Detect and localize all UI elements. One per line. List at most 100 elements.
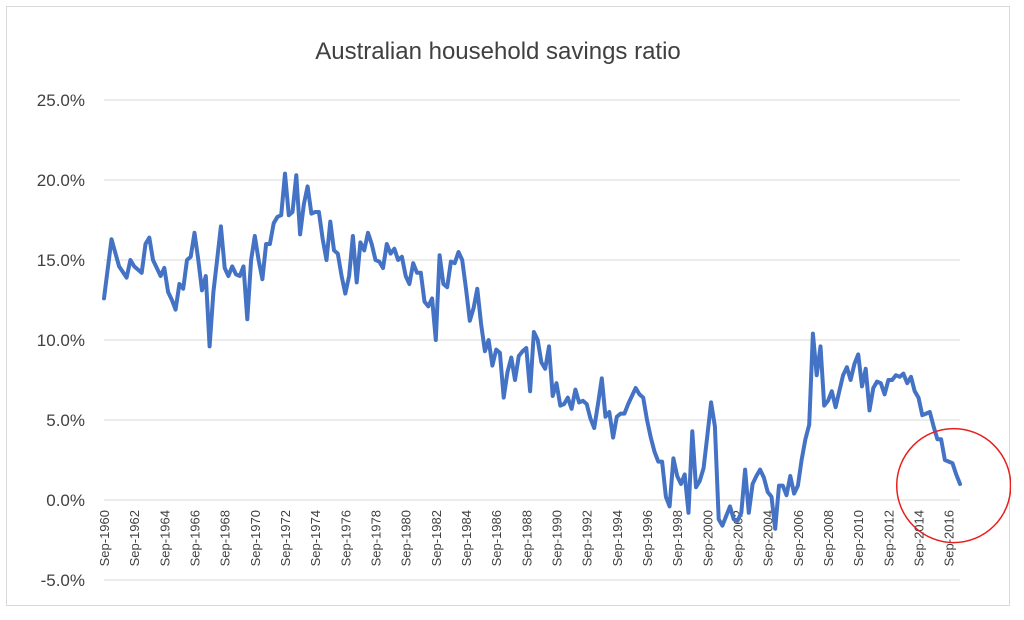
data-point [479, 322, 483, 326]
x-tick-label: Sep-1970 [248, 510, 263, 566]
data-point [257, 258, 260, 262]
data-point [363, 249, 366, 252]
x-tick-label: Sep-1960 [97, 510, 112, 566]
x-tick-label: Sep-1968 [218, 510, 233, 566]
x-tick-label: Sep-1976 [338, 510, 353, 566]
data-point [883, 393, 886, 396]
data-point [928, 410, 931, 414]
data-point [604, 415, 607, 418]
data-point [189, 255, 192, 258]
data-point [404, 274, 407, 278]
data-point [487, 338, 490, 342]
data-point [596, 402, 600, 406]
x-tick-label: Sep-1984 [459, 510, 474, 566]
data-point [536, 338, 539, 342]
x-tick-label: Sep-1980 [399, 510, 414, 566]
data-point [800, 458, 803, 462]
data-point [197, 258, 200, 262]
data-point [287, 214, 290, 217]
data-point [185, 258, 189, 262]
data-point [642, 396, 645, 399]
data-point [276, 215, 279, 218]
data-point [340, 274, 343, 278]
data-point [528, 390, 532, 393]
data-point [491, 364, 494, 367]
data-point [766, 490, 769, 494]
data-point [672, 457, 675, 460]
data-point [430, 297, 434, 300]
x-tick-label: Sep-2016 [942, 510, 957, 566]
x-tick-label: Sep-1972 [278, 510, 293, 566]
data-point [770, 495, 773, 498]
x-tick-label: Sep-2014 [912, 510, 927, 566]
data-point [317, 210, 321, 214]
series-layer [102, 171, 962, 531]
data-point [513, 378, 517, 382]
data-point [849, 378, 852, 382]
data-point [178, 282, 181, 286]
x-tick-label: Sep-1966 [188, 510, 203, 566]
y-tick-label: 25.0% [37, 91, 85, 110]
data-point [834, 406, 837, 409]
x-tick-label: Sep-1986 [489, 510, 504, 566]
data-point [438, 254, 441, 257]
x-tick-label: Sep-1988 [519, 510, 534, 566]
data-point [246, 318, 249, 321]
data-point [419, 271, 422, 274]
data-point [446, 286, 449, 289]
data-point [845, 366, 849, 369]
data-point [755, 474, 758, 478]
data-point [223, 266, 226, 270]
data-point [268, 242, 272, 246]
y-axis-ticks: 25.0% 20.0% 15.0% 10.0% 5.0% 0.0% -5.0% [37, 91, 85, 590]
data-point [389, 252, 392, 255]
data-point [280, 214, 283, 217]
data-point [412, 262, 415, 265]
data-point [231, 265, 234, 268]
data-point [562, 402, 566, 406]
data-point [570, 407, 573, 410]
x-tick-label: Sep-1994 [610, 510, 625, 566]
data-point [506, 370, 509, 374]
data-point [792, 492, 796, 495]
data-point [777, 484, 781, 487]
data-point [393, 247, 396, 250]
data-point [110, 238, 113, 241]
data-point [860, 385, 864, 388]
data-point [841, 374, 845, 377]
x-tick-label: Sep-1996 [640, 510, 655, 566]
data-point [215, 258, 219, 262]
y-tick-label: 5.0% [46, 411, 85, 430]
data-point [140, 271, 143, 274]
data-point [212, 290, 215, 294]
data-point [193, 231, 196, 234]
data-point [774, 527, 777, 530]
chart-title: Australian household savings ratio [315, 38, 681, 65]
data-point [857, 353, 860, 356]
gridlines [104, 99, 960, 581]
highlight-circle [895, 427, 1011, 544]
data-point [709, 401, 713, 404]
data-point [468, 319, 471, 322]
data-point [921, 414, 924, 417]
data-point [163, 266, 166, 270]
data-point [634, 386, 637, 390]
data-point [600, 377, 603, 380]
data-point [668, 505, 671, 508]
data-point [819, 345, 822, 348]
data-point [936, 438, 939, 441]
data-point [302, 202, 306, 206]
data-point [823, 404, 826, 407]
data-point [736, 519, 739, 522]
data-point [272, 222, 275, 225]
data-point [747, 511, 750, 514]
data-point [913, 390, 916, 393]
data-point [713, 425, 717, 428]
data-point [517, 354, 520, 358]
y-tick-label: 20.0% [37, 171, 85, 190]
data-point [182, 287, 185, 290]
data-point [310, 212, 313, 215]
data-point [853, 362, 856, 366]
data-point [638, 393, 641, 396]
data-point [615, 415, 618, 418]
